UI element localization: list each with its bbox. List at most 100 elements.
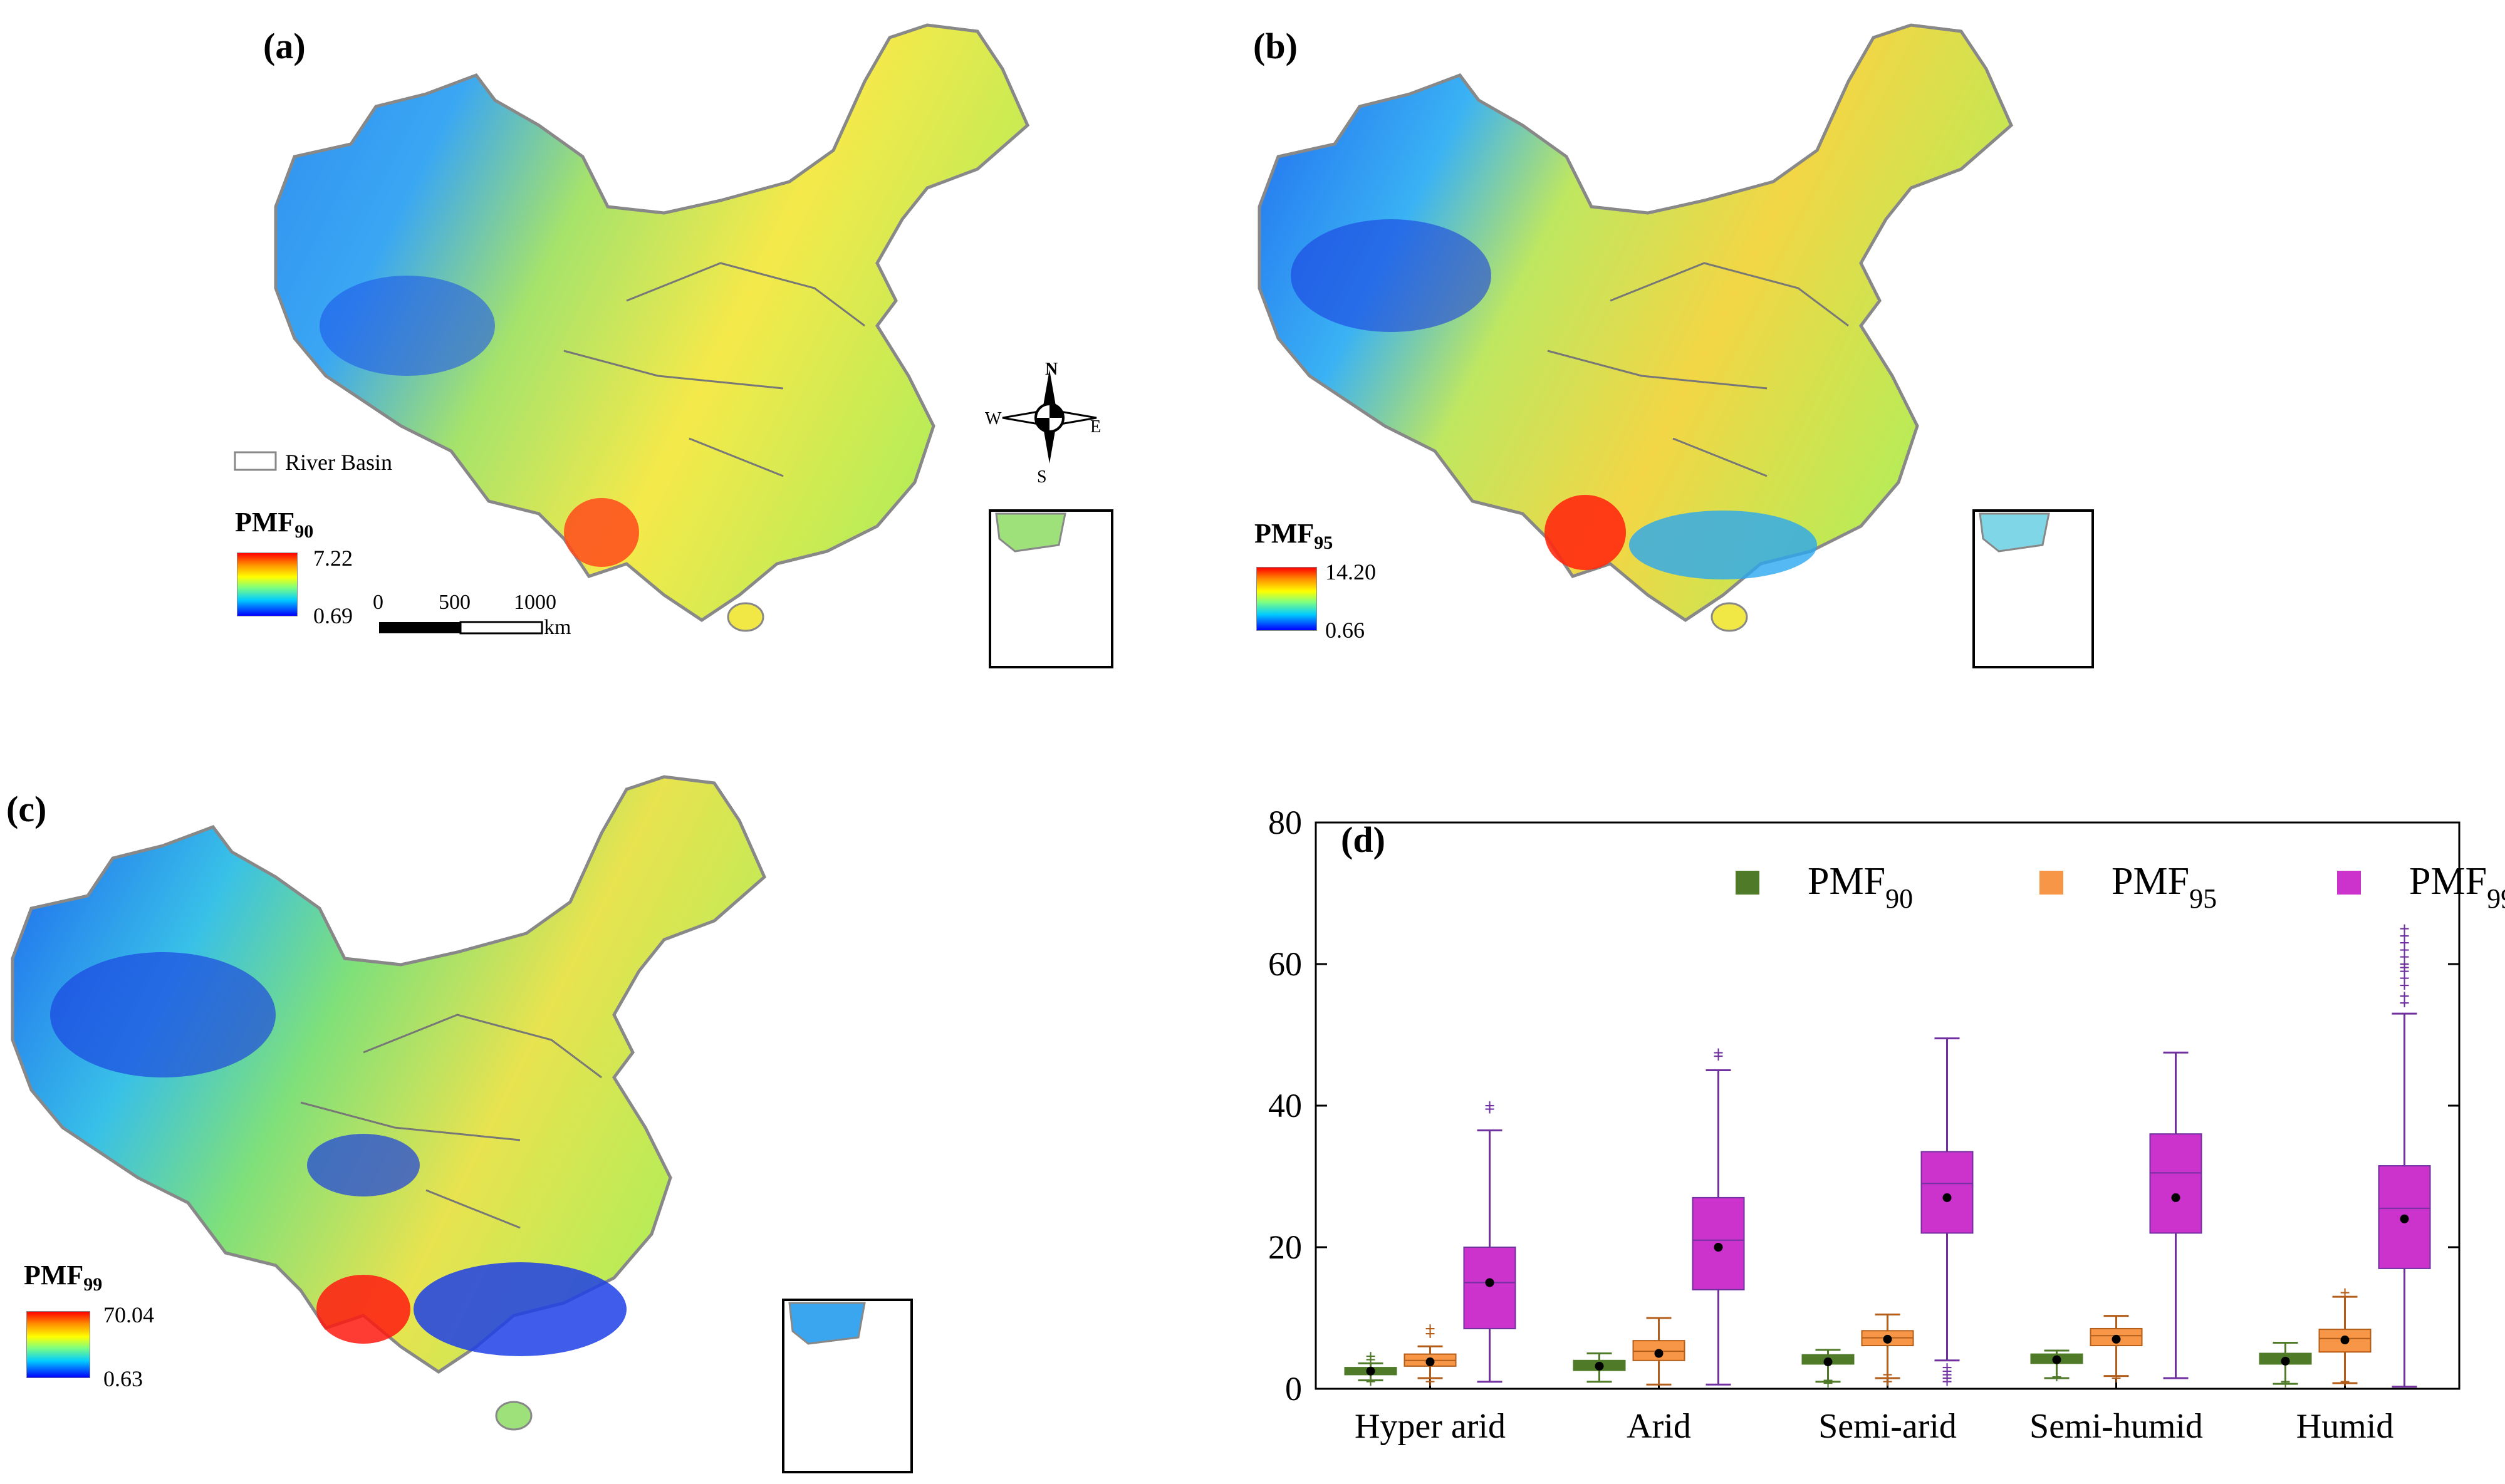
legend-label-pmf95: PMF95 [2112,860,2217,914]
basin-lines-a [563,262,865,477]
inset-coast-b [1979,512,2050,553]
box-pmf90-semi-humid: + [2030,1349,2083,1388]
hotspot-southwest-b [1544,495,1626,570]
outlier-marker: + [2399,919,2410,940]
inset-box-c [782,1299,913,1473]
outlier-marker: + [1365,1350,1376,1371]
hainan-b [1711,602,1748,632]
compass-n: N [1045,360,1058,379]
box-pmf95-humid: ++ [2318,1282,2372,1393]
cold-center-c [307,1134,420,1196]
outlier-marker: + [2399,975,2410,996]
outlier-marker: + [1425,1319,1435,1339]
outlier-marker: + [1365,1372,1376,1393]
colorbar-c [26,1311,90,1378]
inset-box-a [989,509,1113,668]
mean-dot [1425,1357,1435,1367]
box-pmf95-semi-humid: + [2090,1315,2143,1389]
inset-coast-a [995,512,1066,553]
mean-dot [1485,1278,1494,1287]
outlier-marker: + [1823,1370,1833,1391]
x-tick-label: Hyper arid [1355,1407,1506,1446]
panel-a: (a) N S E W [0,0,1247,695]
outlier-marker: + [2399,993,2410,1014]
legend-min-b: 0.66 [1325,618,1365,643]
box-iqr [2149,1133,2202,1234]
panel-b-label: (b) [1253,26,1298,66]
cold-region-tibet-b [1291,219,1491,332]
legend-min-c: 0.63 [103,1366,143,1391]
legend-min-a: 0.69 [313,603,353,628]
mean-dot [1366,1366,1375,1376]
china-outline-b [1258,23,2014,623]
box-pmf99-hyper-arid: ++ [1463,1096,1516,1383]
box-pmf99-semi-arid: +++++ [1920,1037,1974,1393]
mean-dot [1714,1243,1723,1252]
outlier-marker: + [1882,1372,1893,1393]
outlier-marker: + [1713,1046,1724,1067]
mean-dot [2400,1214,2409,1223]
outlier-marker: + [1942,1361,1952,1382]
outlier-marker: + [1942,1368,1952,1389]
outlier-marker: + [2399,958,2410,978]
outlier-marker: + [2111,1368,2122,1389]
outlier-marker: + [2051,1367,2062,1388]
box-pmf95-arid [1632,1317,1685,1386]
compass-e: E [1090,417,1101,437]
outlier-marker: + [2399,961,2410,982]
inset-box-b [1972,509,2094,668]
y-tick-label: 40 [1268,1087,1302,1124]
legend-swatch-pmf99 [2337,871,2361,895]
compass-rose: N S E W [985,360,1101,487]
outlier-marker: + [2399,986,2410,1007]
y-tick-label: 80 [1268,804,1302,841]
y-tick-label: 0 [1285,1370,1302,1408]
outlier-marker: + [2399,968,2410,989]
china-outline-a [274,23,1030,623]
legend-title-c: PMF99 [24,1260,103,1295]
cold-south-b [1629,511,1817,579]
outlier-marker: + [1942,1357,1952,1378]
panel-c: (c) PMF99 70.04 0.63 [0,752,1247,1484]
box-pmf90-arid [1573,1352,1626,1383]
inset-coast-c [788,1302,866,1345]
legend-label-pmf90: PMF90 [1808,860,1913,914]
hotspot-southwest-a [564,498,639,567]
panel-d-label: (d) [1341,819,1385,860]
legend-title-a: PMF90 [235,507,314,542]
mean-dot [1595,1361,1604,1371]
box-iqr [1463,1247,1516,1329]
outlier-marker: + [2340,1372,2350,1393]
outlier-marker: + [1942,1364,1952,1385]
box-pmf90-hyper-arid: +++ [1344,1346,1397,1393]
outlier-marker: + [2399,940,2410,960]
outlier-marker: + [1484,1099,1495,1120]
map-c [11,775,913,1473]
outlier-marker: + [1425,1324,1435,1344]
x-tick-label: Arid [1627,1407,1691,1446]
legend-max-c: 70.04 [103,1302,154,1327]
box-pmf99-semi-humid [2149,1051,2202,1379]
y-tick-label: 20 [1268,1228,1302,1266]
x-tick-label: Humid [2296,1407,2394,1446]
river-basin-swatch [234,451,277,471]
box-pmf99-humid: ++++++++++++ [2378,919,2431,1388]
outlier-marker: + [1942,1372,1952,1393]
box-plot-chart: 0 20 40 60 80 Hyper arid Arid Semi-arid Semi-hum… [1247,804,2505,1446]
mean-dot [2112,1334,2121,1344]
cold-region-tibet-a [320,276,495,376]
mean-dot [1823,1357,1833,1367]
basin-lines-c [300,1014,602,1229]
scale-bar-white [459,621,543,635]
colorbar-b [1256,567,1317,631]
china-outline-c [11,775,767,1374]
outlier-marker: + [2280,1373,2291,1394]
outlier-marker: + [2340,1282,2350,1303]
outlier-marker: + [1713,1042,1724,1063]
y-tick-label: 60 [1268,945,1302,983]
scale-t2: 1000 [514,591,556,614]
cold-south-c [414,1262,627,1356]
basin-lines-b [1547,262,1849,477]
box-pmf99-arid: ++ [1692,1042,1745,1386]
outlier-marker: + [2399,933,2410,953]
